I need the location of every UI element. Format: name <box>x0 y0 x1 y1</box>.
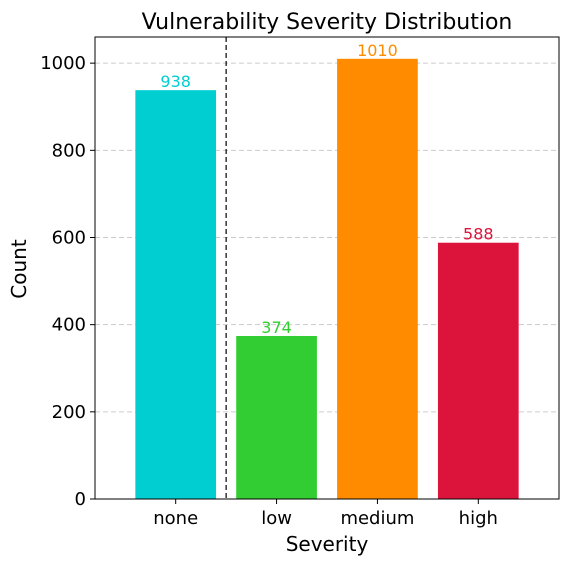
value-label-none: 938 <box>160 72 191 91</box>
x-tick-label-low: low <box>261 508 292 529</box>
bars <box>135 58 519 500</box>
x-tick-label-none: none <box>153 508 198 529</box>
bar-low <box>236 335 317 499</box>
y-tick-label: 0 <box>75 489 86 510</box>
y-tick-label: 800 <box>52 140 86 161</box>
bar-none <box>135 90 217 499</box>
y-axis-label: Count <box>7 239 31 299</box>
bar-high <box>437 242 519 499</box>
value-label-low: 374 <box>261 318 292 337</box>
plot-frame <box>94 36 560 500</box>
y-tick-label: 200 <box>52 402 86 423</box>
y-tick-label: 400 <box>52 315 86 336</box>
bar-medium <box>337 58 418 500</box>
x-tick-label-high: high <box>459 508 498 529</box>
value-label-high: 588 <box>463 225 494 244</box>
y-axis-ticks: 0 200 400 600 800 1000 <box>40 53 95 510</box>
value-label-medium: 1010 <box>357 41 398 60</box>
x-axis-ticks: none low medium high <box>153 499 498 529</box>
x-axis-label: Severity <box>286 532 369 556</box>
x-tick-label-medium: medium <box>340 508 414 529</box>
chart-title: Vulnerability Severity Distribution <box>142 10 513 35</box>
value-labels: 938 374 1010 588 <box>160 41 493 337</box>
y-tick-label: 600 <box>52 227 86 248</box>
y-tick-label: 1000 <box>40 53 86 74</box>
